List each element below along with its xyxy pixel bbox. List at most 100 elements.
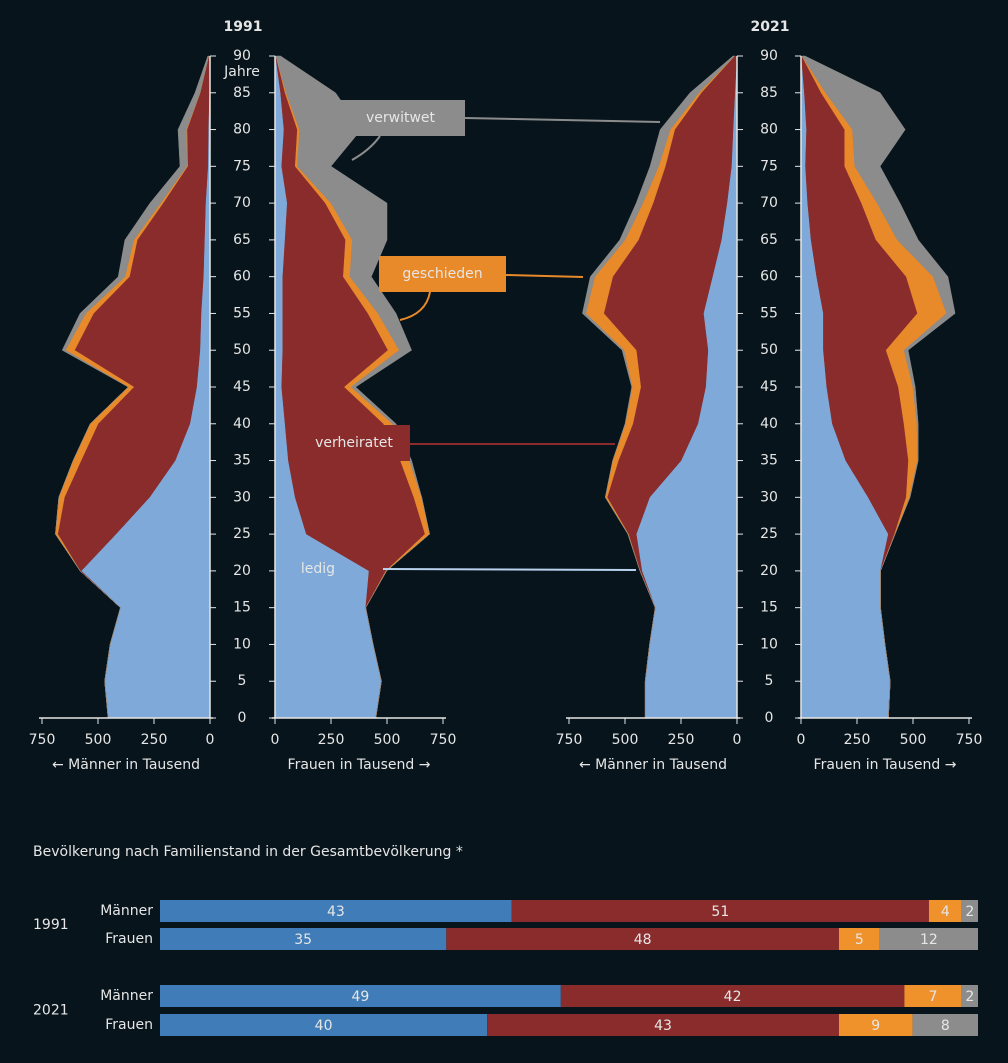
y-tick-label: 70 xyxy=(760,195,778,211)
value-label: 43 xyxy=(327,904,345,920)
bar-segment xyxy=(961,985,978,1007)
y-tick-label: 30 xyxy=(233,489,251,505)
y-tick-label: 10 xyxy=(233,636,251,652)
area-band xyxy=(275,55,430,719)
y-tick-label: 90 xyxy=(760,48,778,64)
legend-label: geschieden xyxy=(402,266,482,282)
y-tick-label: 40 xyxy=(760,416,778,432)
y-tick-label: 80 xyxy=(233,122,251,138)
y-tick-label: 5 xyxy=(238,673,247,689)
y-tick-label: 65 xyxy=(760,232,778,248)
group-label: 2021 xyxy=(33,1003,69,1019)
y-tick-label: 60 xyxy=(233,269,251,285)
bar-segment xyxy=(928,900,962,922)
x-tick-label: 250 xyxy=(141,732,168,748)
value-label: 42 xyxy=(724,989,742,1005)
bar-segment xyxy=(160,928,447,950)
bar-segment xyxy=(160,1014,488,1036)
value-label: 48 xyxy=(634,932,652,948)
legend-label: verheiratet xyxy=(315,435,393,451)
value-label: 49 xyxy=(351,989,369,1005)
y-tick-label: 25 xyxy=(760,526,778,542)
x-axis-label: Frauen in Tausend → xyxy=(288,757,431,773)
y-tick-label: 75 xyxy=(760,158,778,174)
x-tick-label: 250 xyxy=(668,732,695,748)
value-label: 40 xyxy=(315,1018,333,1034)
leader-line xyxy=(351,135,381,161)
y-tick-label: 85 xyxy=(233,85,251,101)
row-label: Männer xyxy=(100,988,153,1004)
legend-label: verwitwet xyxy=(366,110,436,126)
value-label: 43 xyxy=(654,1018,672,1034)
x-tick-label: 500 xyxy=(374,732,401,748)
value-label: 2 xyxy=(965,989,974,1005)
y-tick-label: 45 xyxy=(233,379,251,395)
value-label: 8 xyxy=(941,1018,950,1034)
bar-segment xyxy=(904,985,962,1007)
y-tick-label: 40 xyxy=(233,416,251,432)
y-tick-label: 15 xyxy=(760,600,778,616)
x-tick-label: 250 xyxy=(318,732,345,748)
y-tick-label: 35 xyxy=(233,453,251,469)
legend-label: ledig xyxy=(301,561,335,577)
leader-line xyxy=(399,291,431,321)
leader-line xyxy=(464,117,661,123)
value-label: 35 xyxy=(294,932,312,948)
y-tick-label: 25 xyxy=(233,526,251,542)
label-box xyxy=(298,425,410,461)
value-label: 5 xyxy=(855,932,864,948)
bar-segment xyxy=(160,900,512,922)
value-label: 7 xyxy=(929,989,938,1005)
chart-title: 2021 xyxy=(751,19,790,35)
bar-segment xyxy=(160,985,561,1007)
leader-line xyxy=(505,274,584,278)
label-box xyxy=(336,100,465,136)
x-tick-label: 250 xyxy=(844,732,871,748)
x-axis-label: ← Männer in Tausend xyxy=(579,757,727,773)
x-axis-label: Frauen in Tausend → xyxy=(814,757,957,773)
y-tick-label: 75 xyxy=(233,158,251,174)
bar-segment xyxy=(961,900,978,922)
bar-segment xyxy=(487,1014,839,1036)
value-label: 2 xyxy=(965,904,974,920)
x-tick-label: 500 xyxy=(85,732,112,748)
area-band xyxy=(801,55,956,719)
y-tick-label: 85 xyxy=(760,85,778,101)
chart-title: Bevölkerung nach Familienstand in der Ge… xyxy=(33,844,463,860)
x-tick-label: 750 xyxy=(430,732,457,748)
bar-segment xyxy=(511,900,929,922)
value-label: 9 xyxy=(871,1018,880,1034)
y-tick-label: 15 xyxy=(233,600,251,616)
y-tick-label: 10 xyxy=(760,636,778,652)
row-label: Männer xyxy=(100,903,153,919)
y-tick-label: 70 xyxy=(233,195,251,211)
area-band xyxy=(55,55,210,719)
bar-segment xyxy=(838,928,880,950)
y-tick-label: 50 xyxy=(760,342,778,358)
bar-segment xyxy=(879,928,978,950)
y-axis-label: Jahre xyxy=(223,64,260,80)
x-tick-label: 500 xyxy=(900,732,927,748)
bar-segment xyxy=(912,1014,978,1036)
chart-title: 1991 xyxy=(224,19,263,35)
y-tick-label: 90 xyxy=(233,48,251,64)
y-tick-label: 80 xyxy=(760,122,778,138)
y-tick-label: 45 xyxy=(760,379,778,395)
x-tick-label: 750 xyxy=(956,732,983,748)
label-box xyxy=(379,256,506,292)
x-tick-label: 0 xyxy=(797,732,806,748)
value-label: 4 xyxy=(941,904,950,920)
y-tick-label: 60 xyxy=(760,269,778,285)
bar-segment xyxy=(838,1014,913,1036)
row-label: Frauen xyxy=(105,1017,153,1033)
x-tick-label: 500 xyxy=(612,732,639,748)
area-band xyxy=(582,55,735,718)
value-label: 51 xyxy=(711,904,729,920)
row-label: Frauen xyxy=(105,931,153,947)
x-tick-label: 0 xyxy=(206,732,215,748)
x-axis-label: ← Männer in Tausend xyxy=(52,757,200,773)
y-tick-label: 0 xyxy=(238,710,247,726)
y-tick-label: 65 xyxy=(233,232,251,248)
y-tick-label: 55 xyxy=(760,305,778,321)
